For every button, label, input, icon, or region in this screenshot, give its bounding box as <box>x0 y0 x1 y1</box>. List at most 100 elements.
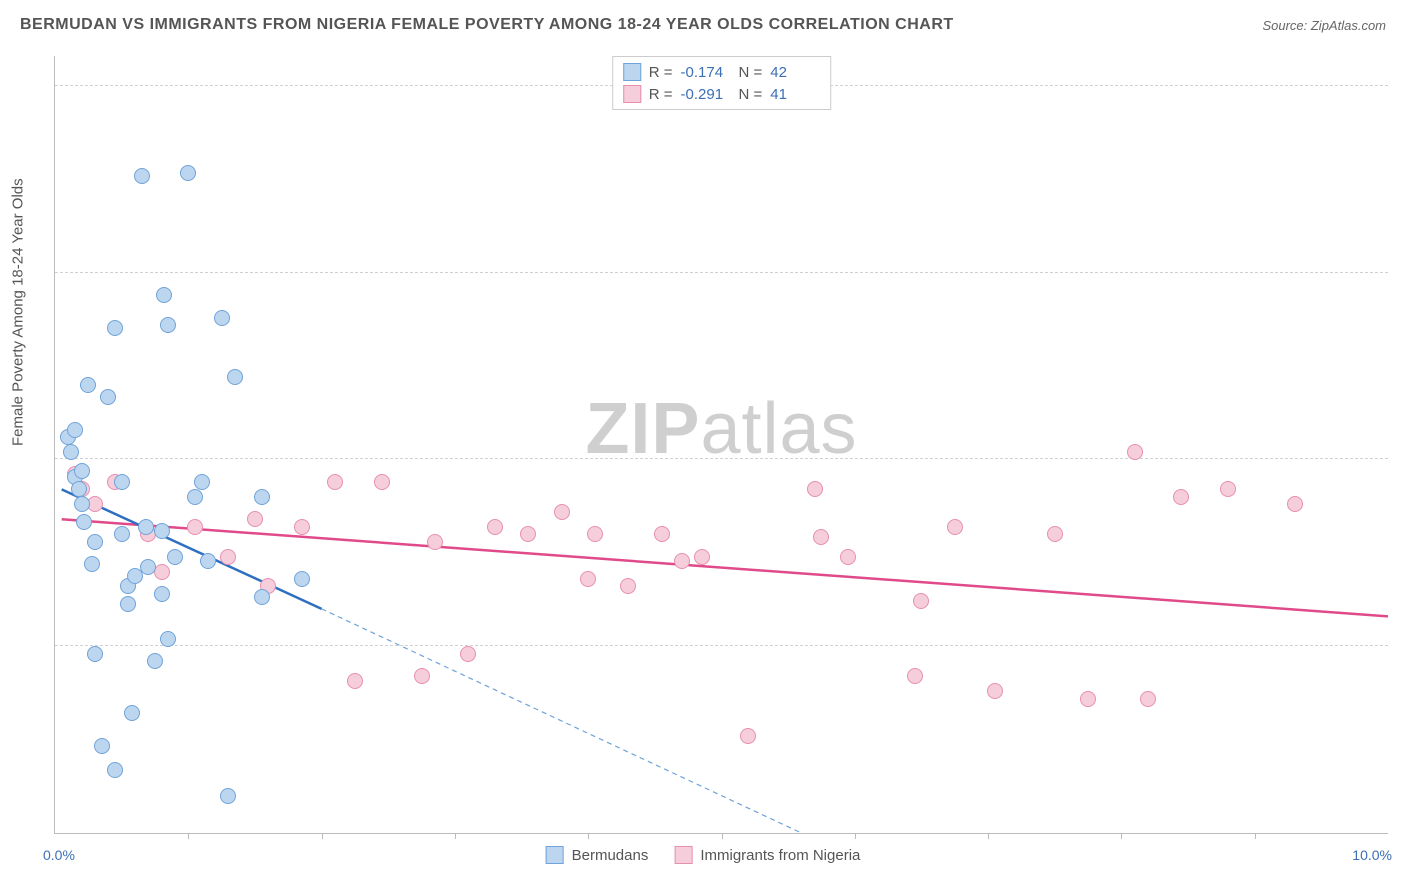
series-a-name: Bermudans <box>572 847 649 864</box>
scatter-point <box>220 549 236 565</box>
scatter-point <box>254 489 270 505</box>
scatter-point <box>74 463 90 479</box>
scatter-point <box>654 526 670 542</box>
correlation-legend: R = -0.174 N = 42 R = -0.291 N = 41 <box>612 56 832 110</box>
scatter-point <box>107 320 123 336</box>
xtick-mark <box>1121 833 1122 839</box>
swatch-series-b <box>674 846 692 864</box>
gridline <box>55 272 1388 273</box>
scatter-point <box>674 553 690 569</box>
scatter-point <box>460 646 476 662</box>
scatter-point <box>587 526 603 542</box>
series-legend-item-b: Immigrants from Nigeria <box>674 846 860 864</box>
scatter-point <box>247 511 263 527</box>
scatter-point <box>913 593 929 609</box>
scatter-point <box>520 526 536 542</box>
scatter-point <box>254 589 270 605</box>
correlation-legend-row-a: R = -0.174 N = 42 <box>623 61 821 83</box>
scatter-point <box>1047 526 1063 542</box>
scatter-point <box>1287 496 1303 512</box>
scatter-point <box>327 474 343 490</box>
swatch-series-a <box>546 846 564 864</box>
series-legend: Bermudans Immigrants from Nigeria <box>546 846 861 864</box>
scatter-point <box>100 389 116 405</box>
xlabel-right: 10.0% <box>1352 847 1392 863</box>
swatch-series-b <box>623 85 641 103</box>
scatter-point <box>180 165 196 181</box>
chart-title: BERMUDAN VS IMMIGRANTS FROM NIGERIA FEMA… <box>20 16 954 34</box>
scatter-point <box>154 586 170 602</box>
scatter-point <box>987 683 1003 699</box>
series-legend-item-a: Bermudans <box>546 846 649 864</box>
scatter-point <box>194 474 210 490</box>
n-label-a: N = <box>739 64 763 81</box>
scatter-point <box>807 481 823 497</box>
scatter-point <box>187 489 203 505</box>
scatter-point <box>294 571 310 587</box>
scatter-point <box>160 317 176 333</box>
scatter-point <box>1080 691 1096 707</box>
ytick-label: 12.5% <box>1394 638 1406 654</box>
n-value-b: 41 <box>770 86 820 103</box>
scatter-point <box>87 646 103 662</box>
scatter-point <box>80 377 96 393</box>
ytick-label: 37.5% <box>1394 265 1406 281</box>
series-b-name: Immigrants from Nigeria <box>700 847 860 864</box>
scatter-point <box>220 788 236 804</box>
xtick-mark <box>188 833 189 839</box>
xtick-mark <box>588 833 589 839</box>
plot-area: ZIPatlas R = -0.174 N = 42 R = -0.291 N … <box>54 56 1388 834</box>
scatter-point <box>374 474 390 490</box>
scatter-point <box>167 549 183 565</box>
ytick-label: 50.0% <box>1394 78 1406 94</box>
xtick-mark <box>1255 833 1256 839</box>
scatter-point <box>427 534 443 550</box>
scatter-point <box>71 481 87 497</box>
gridline <box>55 458 1388 459</box>
scatter-point <box>154 523 170 539</box>
scatter-point <box>187 519 203 535</box>
scatter-point <box>156 287 172 303</box>
scatter-point <box>947 519 963 535</box>
scatter-point <box>554 504 570 520</box>
watermark-light: atlas <box>700 389 857 469</box>
xtick-mark <box>455 833 456 839</box>
scatter-point <box>138 519 154 535</box>
scatter-point <box>63 444 79 460</box>
scatter-point <box>907 668 923 684</box>
r-label-a: R = <box>649 64 673 81</box>
scatter-point <box>740 728 756 744</box>
scatter-point <box>580 571 596 587</box>
scatter-point <box>147 653 163 669</box>
scatter-point <box>107 762 123 778</box>
r-value-a: -0.174 <box>681 64 731 81</box>
scatter-point <box>74 496 90 512</box>
correlation-legend-row-b: R = -0.291 N = 41 <box>623 83 821 105</box>
xtick-mark <box>855 833 856 839</box>
scatter-point <box>134 168 150 184</box>
scatter-point <box>1173 489 1189 505</box>
xtick-mark <box>322 833 323 839</box>
scatter-point <box>84 556 100 572</box>
scatter-point <box>120 596 136 612</box>
scatter-point <box>214 310 230 326</box>
source-label: Source: ZipAtlas.com <box>1262 18 1386 33</box>
xlabel-left: 0.0% <box>43 847 75 863</box>
scatter-point <box>114 526 130 542</box>
scatter-point <box>67 422 83 438</box>
n-value-a: 42 <box>770 64 820 81</box>
n-label-b: N = <box>739 86 763 103</box>
scatter-point <box>813 529 829 545</box>
r-label-b: R = <box>649 86 673 103</box>
scatter-point <box>140 559 156 575</box>
watermark-bold: ZIP <box>585 389 700 469</box>
r-value-b: -0.291 <box>681 86 731 103</box>
scatter-point <box>294 519 310 535</box>
scatter-point <box>200 553 216 569</box>
scatter-point <box>487 519 503 535</box>
scatter-point <box>840 549 856 565</box>
scatter-point <box>87 534 103 550</box>
scatter-point <box>114 474 130 490</box>
xtick-mark <box>722 833 723 839</box>
scatter-point <box>76 514 92 530</box>
